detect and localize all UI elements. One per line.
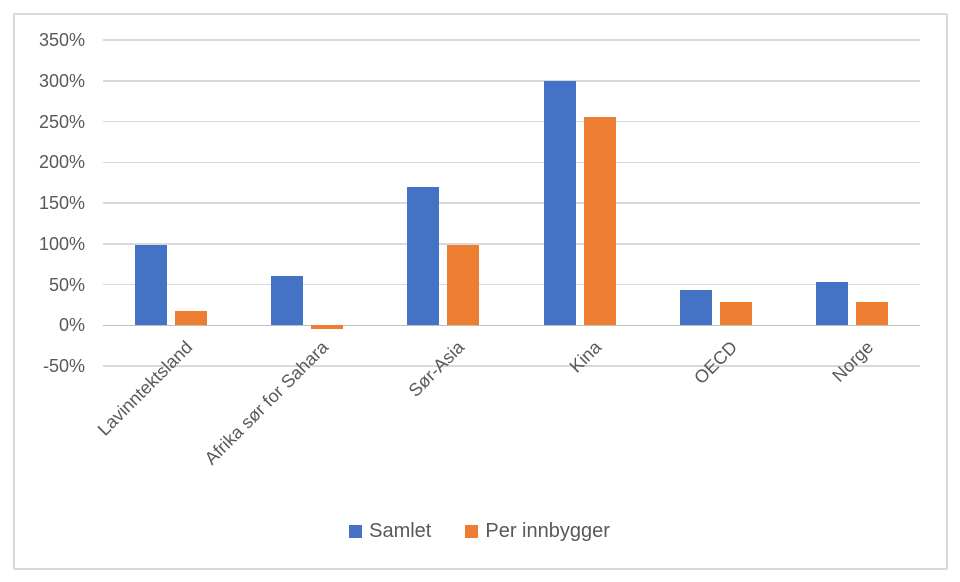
- bar-per-innbygger: [447, 244, 479, 326]
- gridline: [103, 243, 920, 245]
- bar-samlet: [680, 290, 712, 326]
- chart-frame: [13, 13, 948, 570]
- y-tick-label: 150%: [38, 193, 85, 213]
- gridline: [103, 161, 920, 163]
- x-category-label: Lavinntektsland: [93, 337, 197, 440]
- bar-samlet: [407, 186, 439, 326]
- gridline: [103, 365, 920, 367]
- y-tick-label: 350%: [38, 30, 85, 50]
- chart-legend: Samlet Per innbygger: [13, 518, 946, 544]
- x-axis-line: [103, 324, 920, 326]
- gridline: [103, 39, 920, 41]
- legend-item-per-innbygger: Per innbygger: [465, 518, 610, 544]
- legend-swatch-samlet: [349, 524, 363, 538]
- bar-samlet: [816, 282, 848, 326]
- bar-per-innbygger: [720, 301, 752, 326]
- legend-label-samlet: Samlet: [369, 520, 432, 542]
- bar-samlet: [271, 276, 303, 326]
- bar-samlet: [544, 80, 576, 326]
- bar-samlet: [135, 245, 167, 326]
- y-tick-label: -50%: [42, 356, 85, 376]
- gridline: [103, 80, 920, 82]
- bar-per-innbygger: [311, 325, 343, 329]
- y-tick-label: 200%: [38, 152, 85, 173]
- bar-per-innbygger: [856, 301, 888, 326]
- y-tick-label: 0%: [58, 315, 85, 336]
- gridline: [103, 120, 920, 123]
- x-category-label: OECD: [689, 337, 741, 389]
- gridline: [103, 202, 920, 204]
- legend-label-per-innbygger: Per innbygger: [485, 520, 610, 542]
- y-tick-label: 100%: [38, 233, 85, 254]
- x-category-label: Kina: [565, 337, 605, 377]
- gridline: [103, 283, 920, 286]
- x-category-label: Afrika sør for Sahara: [200, 337, 333, 469]
- bar-per-innbygger: [584, 117, 616, 326]
- x-category-label: Norge: [828, 337, 878, 387]
- legend-item-samlet: Samlet: [349, 518, 431, 544]
- y-tick-label: 250%: [38, 111, 85, 132]
- y-tick-label: 300%: [38, 70, 85, 91]
- y-tick-label: 50%: [48, 274, 85, 295]
- x-category-label: Sør-Asia: [404, 337, 469, 401]
- legend-swatch-per-innbygger: [465, 524, 479, 538]
- bar-per-innbygger: [175, 311, 207, 326]
